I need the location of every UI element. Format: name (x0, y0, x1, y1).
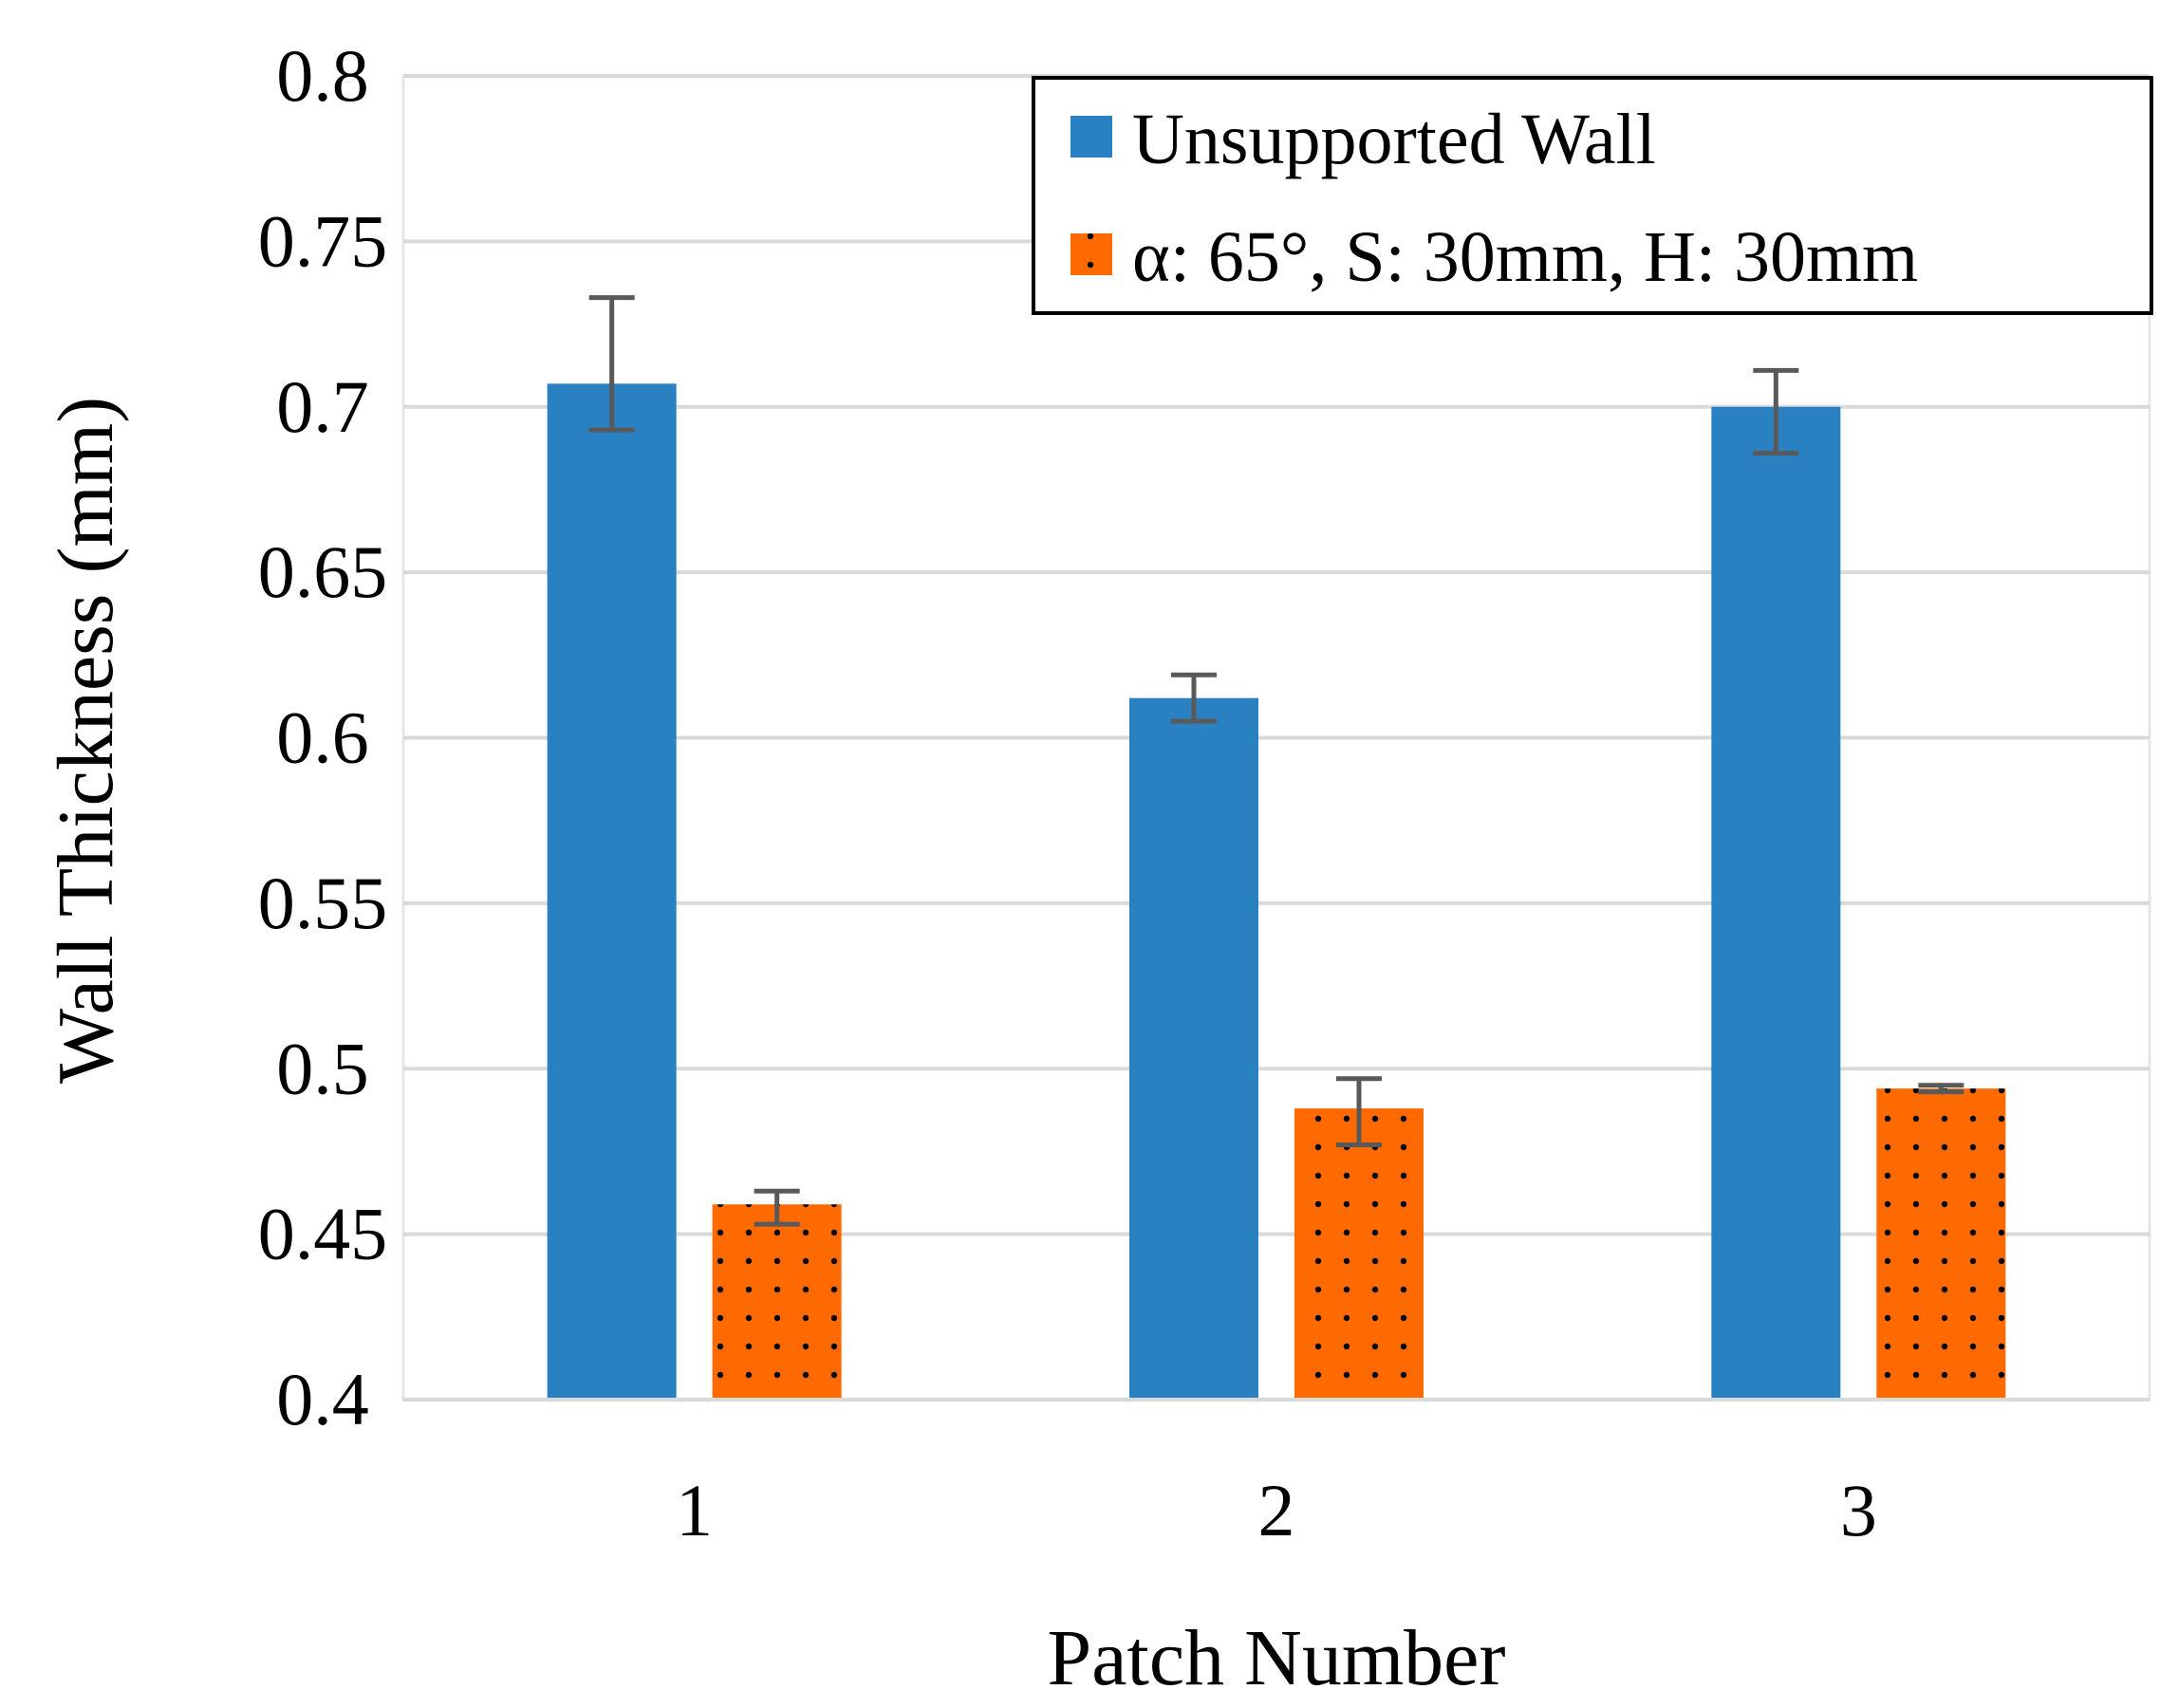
bar-series-0-cat-2 (1711, 406, 1841, 1400)
y-tick-label: 0.5 (276, 1027, 369, 1109)
y-axis-title: Wall Thickness (mm) (42, 397, 130, 1084)
x-axis-ticks: 1 2 3 (676, 1469, 1877, 1551)
y-tick-label: 0.4 (276, 1358, 369, 1440)
y-tick-label: 0.6 (276, 696, 369, 779)
x-axis-title: Patch Number (1048, 1614, 1506, 1702)
legend-label-unsupported-wall: Unsupported Wall (1132, 100, 1656, 179)
x-tick-label: 2 (1258, 1469, 1295, 1551)
legend: Unsupported Wall α: 65°, S: 30mm, H: 30m… (1032, 76, 2153, 315)
legend-box (1032, 76, 2153, 315)
x-tick-label: 1 (676, 1469, 713, 1551)
y-tick-label: 0.55 (258, 862, 388, 944)
y-tick-label: 0.7 (276, 365, 369, 448)
bar-series-1-cat-2 (1876, 1088, 2006, 1400)
bar-series-0-cat-0 (547, 383, 677, 1400)
legend-label-supported: α: 65°, S: 30mm, H: 30mm (1132, 217, 1918, 297)
y-tick-label: 0.75 (258, 199, 388, 282)
bar-series-0-cat-1 (1129, 697, 1258, 1400)
y-tick-label: 0.65 (258, 530, 388, 613)
bar-series-1-cat-0 (712, 1204, 842, 1400)
bar-series-1-cat-1 (1294, 1108, 1424, 1400)
y-tick-label: 0.8 (276, 34, 369, 117)
y-tick-label: 0.45 (258, 1193, 388, 1275)
y-axis-ticks: 0.4 0.45 0.5 0.55 0.6 0.65 0.7 0.75 0.8 (258, 34, 388, 1440)
x-tick-label: 3 (1840, 1469, 1877, 1551)
bars (547, 383, 2006, 1400)
legend-swatch-supported (1070, 233, 1112, 275)
error-bars (588, 295, 1964, 1227)
legend-swatch-unsupported-wall (1070, 116, 1112, 158)
